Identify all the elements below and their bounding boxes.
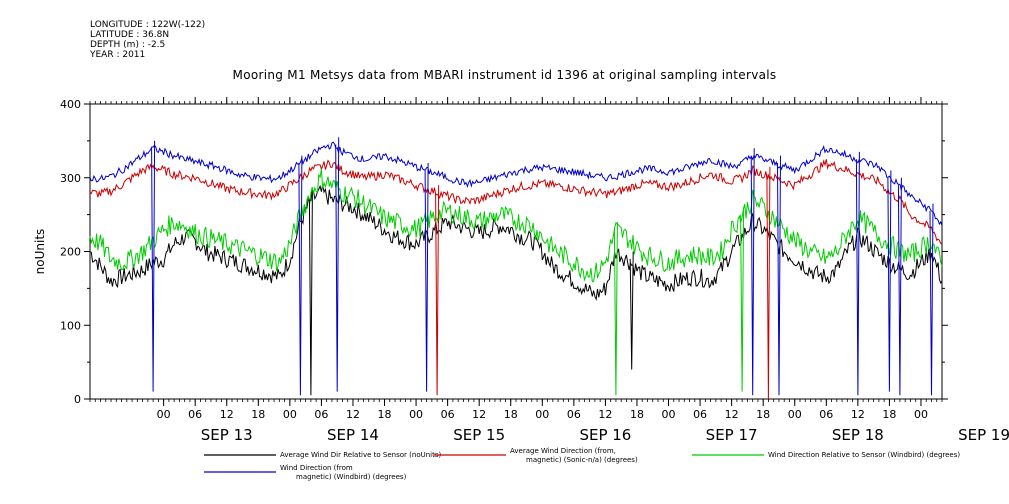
- series-spike: [855, 151, 860, 396]
- series-line-1: [89, 159, 943, 245]
- x-tick-label: 12: [725, 408, 739, 421]
- x-tick-label: 06: [188, 408, 202, 421]
- series-line-3: [89, 141, 943, 226]
- chart-title: Mooring M1 Metsys data from MBARI instru…: [232, 68, 777, 82]
- date-label: SEP 17: [706, 426, 758, 444]
- meta-longitude: LONGITUDE : 122W(-122): [90, 20, 206, 30]
- series-spike: [435, 185, 440, 396]
- x-tick-label: 00: [409, 408, 423, 421]
- series-spike: [335, 137, 340, 392]
- x-tick-label: 00: [157, 408, 171, 421]
- x-tick-label: 18: [504, 408, 518, 421]
- date-label: SEP 14: [327, 426, 379, 444]
- x-tick-label: 06: [441, 408, 455, 421]
- x-tick-label: 00: [283, 408, 297, 421]
- x-tick-label: 18: [756, 408, 770, 421]
- date-label: SEP 18: [832, 426, 884, 444]
- date-label: SEP 13: [201, 426, 253, 444]
- meta-year: YEAR : 2011: [90, 50, 146, 60]
- x-tick-label: 12: [851, 408, 865, 421]
- y-tick-label: 200: [60, 246, 81, 259]
- x-tick-label: 00: [535, 408, 549, 421]
- series-spike: [897, 177, 902, 396]
- legend-label: magnetic) (Windbird) (degrees): [296, 473, 407, 481]
- x-tick-label: 18: [251, 408, 265, 421]
- x-tick-label: 12: [220, 408, 234, 421]
- series-spike: [424, 162, 429, 392]
- metadata-block: LONGITUDE : 122W(-122) LATITUDE : 36.8N …: [90, 20, 205, 60]
- series-spike: [766, 166, 771, 400]
- y-axis-label: noUnits: [33, 229, 47, 275]
- series-spike: [750, 148, 755, 396]
- x-tick-label: 12: [472, 408, 486, 421]
- x-tick-label: 12: [598, 408, 612, 421]
- series-spike: [298, 155, 303, 396]
- x-tick-label: 00: [914, 408, 928, 421]
- legend-label: magnetic) (Sonic-n/a) (degrees): [526, 456, 638, 464]
- y-tick-label: 100: [60, 319, 81, 332]
- x-tick-label: 18: [378, 408, 392, 421]
- series-spike: [629, 251, 634, 370]
- x-tick-label: 06: [314, 408, 328, 421]
- series-spike: [308, 192, 313, 396]
- date-label: SEP 15: [453, 426, 505, 444]
- date-label: SEP 16: [579, 426, 631, 444]
- series-line-0: [89, 184, 943, 301]
- legend-label: Average Wind Dir Relative to Sensor (noU…: [280, 451, 441, 459]
- x-tick-label: 06: [567, 408, 581, 421]
- date-label: SEP 19: [958, 426, 1009, 444]
- x-tick-label: 00: [788, 408, 802, 421]
- legend-label: Wind Direction Relative to Sensor (Windb…: [768, 451, 960, 459]
- x-tick-label: 18: [882, 408, 896, 421]
- meta-depth: DEPTH (m) : -2.5: [90, 40, 166, 50]
- legend-label: Average Wind Direction (from,: [510, 447, 616, 455]
- series-spike: [151, 140, 156, 392]
- x-tick-label: 06: [693, 408, 707, 421]
- legend-label: Wind Direction (from: [280, 464, 353, 472]
- x-tick-label: 12: [346, 408, 360, 421]
- y-tick-label: 0: [74, 393, 81, 406]
- meta-latitude: LATITUDE : 36.8N: [90, 30, 170, 40]
- series-spike: [887, 170, 892, 392]
- x-tick-label: 18: [630, 408, 644, 421]
- series-spike: [929, 203, 934, 396]
- series-spike: [777, 155, 781, 396]
- y-tick-label: 300: [60, 172, 81, 185]
- x-tick-label: 06: [819, 408, 833, 421]
- series-spike: [613, 221, 618, 396]
- x-tick-label: 00: [662, 408, 676, 421]
- series-line-2: [89, 169, 943, 283]
- series-spike: [740, 207, 745, 392]
- y-tick-label: 400: [60, 98, 81, 111]
